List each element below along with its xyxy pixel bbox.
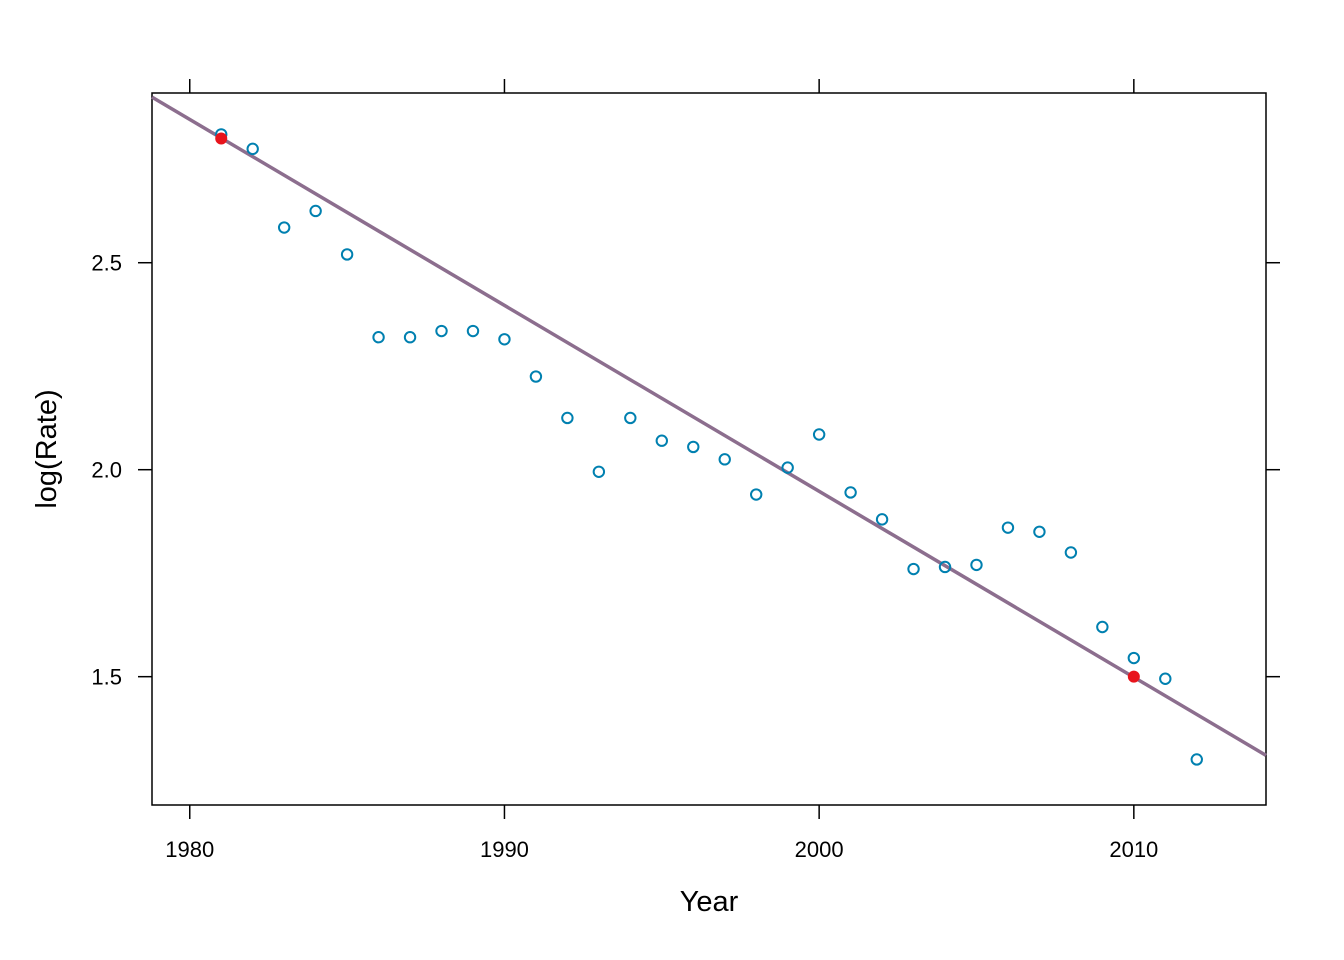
plot-panel (151, 92, 1267, 806)
data-point (435, 324, 448, 338)
data-point (277, 221, 291, 234)
data-point (750, 488, 763, 501)
points-layer (215, 128, 1203, 766)
data-point (687, 440, 700, 454)
data-point (529, 370, 543, 383)
data-point (624, 411, 637, 425)
data-point (246, 142, 259, 156)
axis-ticks (138, 79, 1280, 819)
x-tick-label: 1990 (480, 837, 529, 862)
x-tick-label: 2000 (795, 837, 844, 862)
fit-line (151, 95, 1267, 757)
data-point (1001, 521, 1015, 534)
fit-line-layer (151, 95, 1267, 757)
data-point (592, 465, 606, 478)
tick-labels: 1980 1990 2000 2010 1.5 2.0 2.5 (91, 251, 1158, 862)
data-point (655, 434, 668, 447)
data-point (403, 331, 417, 344)
data-point (1096, 620, 1109, 634)
data-point (844, 486, 857, 499)
data-point (718, 453, 731, 466)
data-point (561, 411, 574, 425)
data-point (938, 560, 952, 574)
data-point (1159, 672, 1172, 685)
y-tick-label: 2.5 (91, 251, 122, 276)
data-point (1033, 525, 1046, 538)
data-point (970, 558, 983, 572)
data-point (372, 331, 385, 344)
data-point (466, 324, 480, 338)
data-point (1127, 651, 1141, 665)
data-point (340, 248, 354, 261)
y-tick-label: 1.5 (91, 665, 122, 690)
y-tick-label: 2.0 (91, 458, 122, 483)
data-point (781, 461, 794, 474)
data-point (309, 204, 322, 218)
data-point (498, 333, 511, 346)
data-point (907, 562, 920, 576)
data-point (1190, 753, 1203, 766)
highlight-point (215, 132, 228, 145)
x-tick-label: 1980 (165, 837, 214, 862)
x-axis-title: Year (680, 886, 739, 918)
data-point (875, 513, 889, 526)
y-axis-title: log(Rate) (31, 389, 63, 508)
data-point (1064, 546, 1078, 559)
highlight-point (1127, 670, 1140, 683)
data-point (812, 428, 826, 441)
highlight-layer (215, 132, 1140, 683)
x-tick-label: 2010 (1109, 837, 1158, 862)
